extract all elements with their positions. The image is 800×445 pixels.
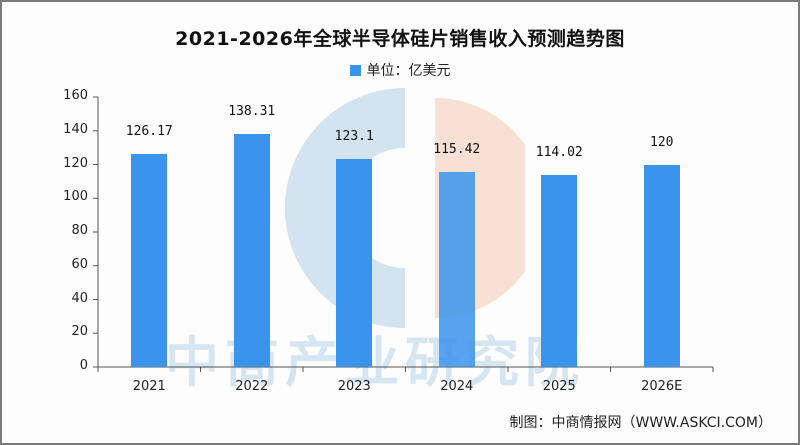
x-tick-label: 2023 <box>337 379 371 394</box>
x-tick-label: 2022 <box>235 379 269 394</box>
x-tick-label: 2021 <box>132 379 166 394</box>
y-tick-label: 60 <box>71 256 88 272</box>
y-tick-label: 140 <box>63 121 88 137</box>
bar-value-label: 126.17 <box>125 124 173 140</box>
x-tick-label: 2026E <box>641 379 683 394</box>
bar-2023 <box>336 159 373 367</box>
source-credit: 制图：中商情报网（WWW.ASKCI.COM） <box>509 415 772 431</box>
y-tick-label: 100 <box>63 189 88 205</box>
bar-2025 <box>541 174 578 367</box>
legend-label: 单位：亿美元 <box>366 63 451 79</box>
bar-value-label: 114.02 <box>535 144 583 160</box>
bar-value-label: 138.31 <box>228 103 276 119</box>
bar-2026E <box>643 164 680 367</box>
chart-legend: 单位：亿美元 <box>0 60 800 80</box>
legend-swatch-icon <box>349 64 361 76</box>
y-tick-label: 20 <box>71 324 88 340</box>
y-tick-label: 40 <box>71 290 88 306</box>
x-tick-label: 2025 <box>542 379 576 394</box>
bar-value-label: 115.42 <box>433 142 481 158</box>
y-tick-label: 120 <box>63 155 88 171</box>
y-tick-label: 80 <box>71 223 88 238</box>
bar-value-label: 123.1 <box>334 129 374 145</box>
y-tick-label: 160 <box>63 88 88 103</box>
bar-2021 <box>131 154 168 367</box>
chart-title: 2021-2026年全球半导体硅片销售收入预测趋势图 <box>175 28 625 50</box>
bar-2024 <box>438 172 475 367</box>
y-ticks <box>93 96 98 368</box>
bar-2022 <box>233 133 270 367</box>
bar-value-label: 120 <box>650 134 674 150</box>
y-tick-label: 0 <box>79 358 88 373</box>
x-tick-label: 2024 <box>440 379 474 394</box>
x-ticks <box>97 367 714 372</box>
